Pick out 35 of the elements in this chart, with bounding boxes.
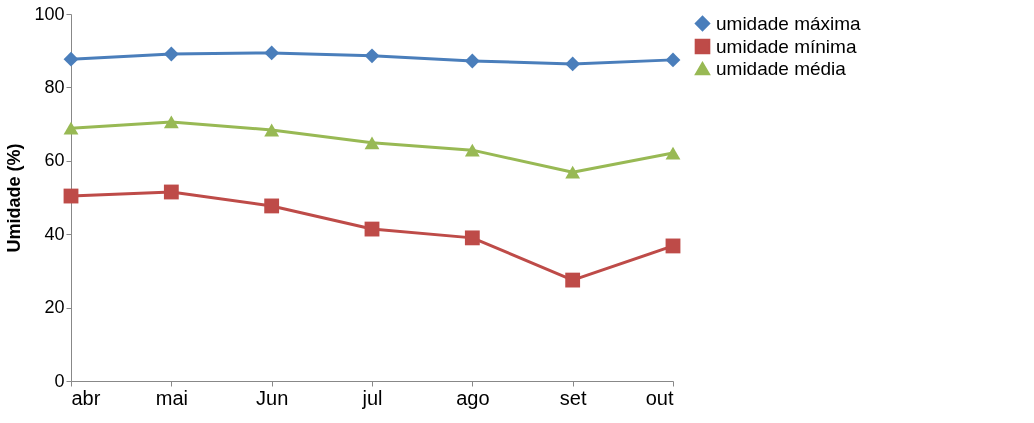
point <box>464 53 480 69</box>
x-tick-label: mai <box>155 386 188 409</box>
point <box>63 121 79 135</box>
point <box>264 123 280 137</box>
point <box>264 45 280 61</box>
point <box>364 136 380 150</box>
point <box>264 198 280 214</box>
y-tick-label: 0 <box>54 370 65 391</box>
point <box>565 165 581 179</box>
y-tick-label: 20 <box>44 297 65 318</box>
point <box>665 52 681 68</box>
point <box>464 143 480 157</box>
point <box>364 48 380 64</box>
y-tick-label: 40 <box>44 223 65 244</box>
point <box>163 115 179 129</box>
legend-label: umidade média <box>716 57 847 79</box>
point <box>464 230 480 246</box>
x-tick-label: jul <box>361 386 383 409</box>
y-tick-label: 100 <box>34 3 65 24</box>
x-tick-label: set <box>559 386 587 409</box>
point <box>565 272 581 288</box>
point <box>665 146 681 160</box>
legend-label: umidade mínima <box>716 35 857 57</box>
x-tick-label: ago <box>456 386 490 409</box>
legend-label: umidade máxima <box>716 12 862 34</box>
point <box>63 51 79 67</box>
point <box>163 46 179 62</box>
x-tick-label: abr <box>71 386 101 409</box>
x-tick-label: Jun <box>256 386 289 409</box>
y-tick-label: 80 <box>44 76 65 97</box>
x-tick-label: out <box>645 386 674 409</box>
y-tick-label: 60 <box>44 150 65 171</box>
y-axis-title: Umidade (%) <box>4 143 25 253</box>
point <box>565 56 581 72</box>
point <box>163 184 179 200</box>
